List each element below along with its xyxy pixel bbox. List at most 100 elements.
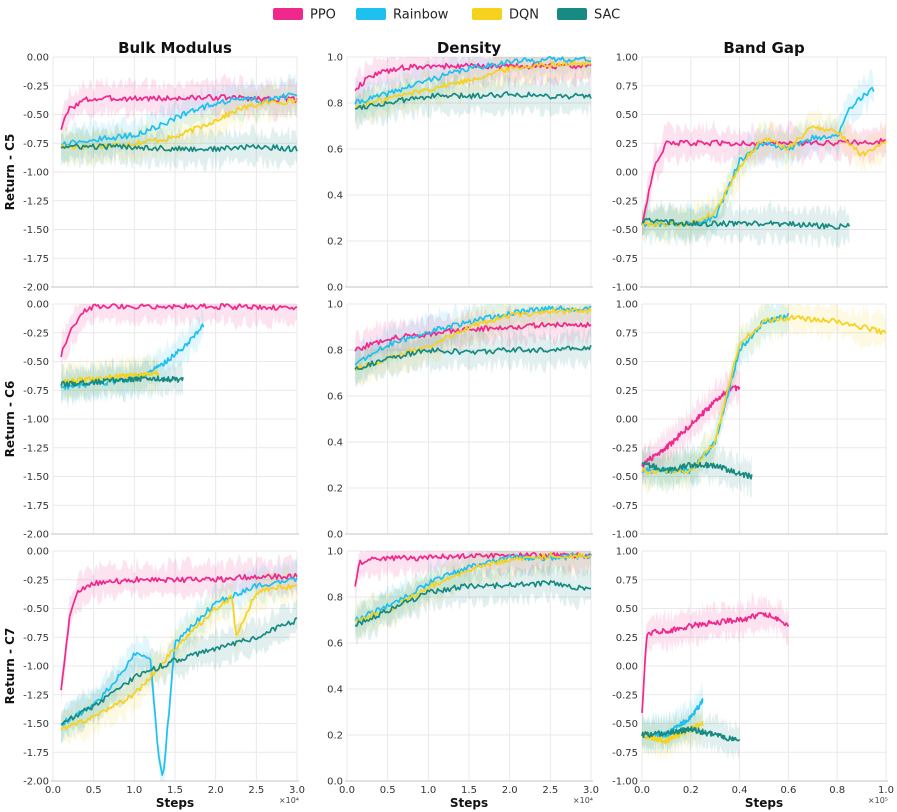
panel-2-0: 0.00 -0.25 -0.50 -0.75 -1.00 -1.25 -1.50 -1.75 -…: [23, 547, 305, 797]
panel-2-1: 0.0 0.2 0.4 0.6 0.8 1.0 0.0 0.5 1.0 1.5 2.0 2.5 3.0: [327, 547, 599, 797]
row-label: Return - C7: [3, 628, 17, 705]
band-dqn: [642, 304, 886, 496]
series-line-sac: [641, 217, 851, 230]
y-tick-label: 0.0: [327, 283, 343, 294]
band-dqn: [642, 106, 886, 247]
band-dqn: [61, 565, 297, 749]
y-tick-label: 0.0: [327, 777, 343, 788]
series-line-sac: [354, 91, 592, 111]
x-tick-label: 0.0: [339, 785, 355, 796]
y-tick-label: -1.75: [23, 501, 49, 512]
y-tick-label: 1.0: [327, 53, 343, 64]
y-tick-label: 0.2: [327, 484, 343, 495]
y-tick-label: -0.50: [23, 110, 49, 121]
column-title: Bulk Modulus: [118, 39, 232, 57]
series-line-dqn: [60, 369, 160, 385]
x-tick-label: 0.8: [829, 785, 845, 796]
legend-swatch-rainbow: [356, 8, 386, 20]
y-tick-label: 0.00: [616, 415, 638, 426]
y-tick-label: 0.00: [27, 53, 49, 64]
x-tick-label: 1.0: [878, 785, 894, 796]
y-tick-label: -0.75: [23, 633, 49, 644]
y-tick-label: 1.00: [616, 547, 638, 558]
series-line-ppo: [354, 321, 592, 352]
band-ppo: [355, 551, 591, 608]
y-tick-label: -1.00: [612, 777, 638, 788]
band-sac: [642, 442, 752, 498]
series-line-ppo: [354, 62, 592, 92]
y-tick-label: 0.00: [27, 300, 49, 311]
series-line-sac: [60, 375, 184, 388]
y-tick-label: 1.00: [616, 53, 638, 64]
band-sac: [642, 705, 740, 762]
band-rainbow: [642, 67, 874, 248]
band-ppo: [61, 304, 297, 373]
legend-label-ppo: PPO: [310, 8, 336, 23]
x-axis-multiplier: ×10⁴: [573, 796, 593, 805]
band-ppo: [642, 119, 886, 237]
y-tick-label: 0.50: [616, 110, 638, 121]
y-tick-label: 0.8: [327, 593, 343, 604]
y-tick-label: -0.50: [23, 604, 49, 615]
legend-label-sac: SAC: [594, 8, 620, 23]
column-title: Density: [437, 39, 502, 57]
x-tick-label: 2.5: [542, 785, 558, 796]
band-rainbow: [61, 73, 297, 164]
y-tick-label: 0.8: [327, 346, 343, 357]
series-line-sac: [354, 580, 592, 627]
panel-0-0: 0.00 -0.25 -0.50 -0.75 -1.00 -1.25 -1.50 -1.75 -…: [23, 53, 299, 294]
series-line-dqn: [641, 314, 887, 475]
x-tick-label: 2.0: [208, 785, 224, 796]
x-tick-label: 3.0: [583, 785, 599, 796]
x-tick-label: 0.2: [683, 785, 699, 796]
labels: Bulk Modulus Density Band Gap Return - C5 Re…: [3, 39, 888, 810]
panel-1-0: 0.00 -0.25 -0.50 -0.75 -1.00 -1.25 -1.50 -1.75 -…: [23, 300, 299, 541]
panel-1-2: 1.00 0.75 0.50 0.25 0.00 -0.25 -0.50 -0.75 -1.00: [612, 300, 888, 541]
band-sac: [355, 72, 591, 130]
y-tick-label: -2.00: [23, 777, 49, 788]
x-axis-label: Steps: [450, 796, 488, 810]
x-axis-label: Steps: [745, 796, 783, 810]
column-title: Band Gap: [723, 39, 805, 57]
legend-swatch-sac: [557, 8, 587, 20]
series-line-ppo: [60, 93, 298, 131]
y-tick-label: 0.4: [327, 191, 343, 202]
panels: 0.00 -0.25 -0.50 -0.75 -1.00 -1.25 -1.50 -1.75 -…: [23, 53, 894, 797]
x-tick-label: 1.0: [126, 785, 142, 796]
y-tick-label: -0.50: [612, 225, 638, 236]
y-tick-label: -1.50: [23, 225, 49, 236]
band-rainbow: [355, 57, 591, 125]
x-tick-label: 0.6: [780, 785, 796, 796]
y-tick-label: 1.0: [327, 300, 343, 311]
series-line-sac: [641, 461, 753, 480]
band-ppo: [642, 591, 789, 726]
y-tick-label: -1.50: [23, 719, 49, 730]
y-tick-label: 0.50: [616, 357, 638, 368]
x-tick-label: 2.5: [248, 785, 264, 796]
band-ppo: [61, 73, 297, 145]
y-tick-label: 0.25: [616, 386, 638, 397]
x-tick-label: 0.5: [86, 785, 102, 796]
y-tick-label: -0.75: [23, 139, 49, 150]
y-tick-label: 0.75: [616, 81, 638, 92]
y-tick-label: -0.50: [612, 472, 638, 483]
y-tick-label: -0.25: [612, 690, 638, 701]
band-rainbow: [355, 304, 591, 387]
y-tick-label: -1.25: [23, 196, 49, 207]
y-tick-label: 0.0: [327, 530, 343, 541]
x-tick-label: 0.4: [732, 785, 748, 796]
band-ppo: [61, 553, 297, 707]
y-tick-label: -0.25: [23, 575, 49, 586]
x-tick-label: 0.0: [45, 785, 61, 796]
y-tick-label: -2.00: [23, 530, 49, 541]
y-tick-label: 0.6: [327, 145, 343, 156]
legend-swatch-ppo: [273, 8, 303, 20]
band-sac: [61, 598, 297, 745]
y-tick-label: 0.00: [616, 168, 638, 179]
panel-0-2: 1.00 0.75 0.50 0.25 0.00 -0.25 -0.50 -0.75 -1.00: [612, 53, 888, 294]
y-tick-label: -1.25: [23, 443, 49, 454]
y-tick-label: 0.6: [327, 639, 343, 650]
legend: PPO Rainbow DQN SAC: [273, 8, 620, 23]
legend-swatch-dqn: [472, 8, 502, 20]
